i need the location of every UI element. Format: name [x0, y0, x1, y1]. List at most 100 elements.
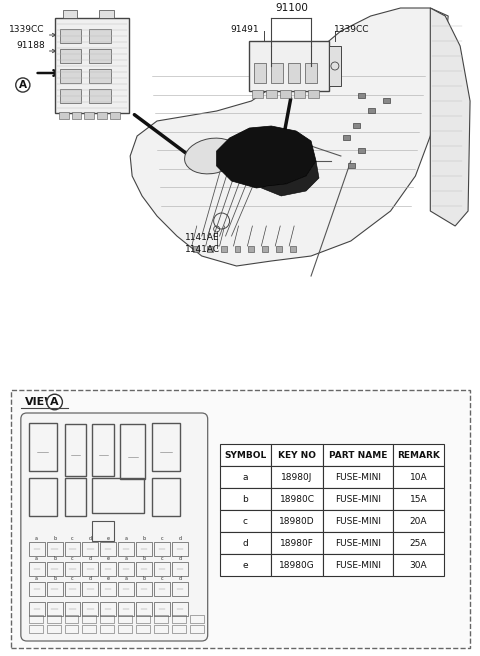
Text: e: e	[107, 537, 110, 541]
Bar	[393, 532, 444, 554]
Bar	[154, 602, 170, 616]
Bar	[47, 562, 62, 576]
Text: 18980J: 18980J	[281, 472, 313, 482]
Text: PART NAME: PART NAME	[329, 451, 387, 459]
FancyBboxPatch shape	[21, 413, 208, 641]
Text: a: a	[125, 556, 128, 562]
Text: a: a	[35, 556, 38, 562]
Bar	[100, 582, 116, 596]
Bar	[89, 49, 111, 63]
Text: b: b	[143, 577, 145, 581]
Bar	[393, 510, 444, 532]
Bar	[110, 112, 120, 119]
Bar	[252, 90, 264, 98]
Polygon shape	[430, 8, 470, 226]
Text: 91188: 91188	[16, 41, 45, 49]
Bar	[190, 615, 204, 623]
Bar	[154, 615, 168, 623]
Bar	[83, 615, 96, 623]
Text: c: c	[243, 516, 248, 525]
Bar	[249, 246, 254, 252]
Text: d: d	[242, 539, 248, 548]
Bar	[100, 562, 116, 576]
Text: c: c	[71, 537, 74, 541]
Bar	[353, 123, 360, 128]
Bar	[220, 510, 271, 532]
Bar	[11, 390, 470, 648]
Bar	[266, 90, 277, 98]
Text: c: c	[161, 556, 163, 562]
Bar	[65, 582, 81, 596]
Bar	[154, 562, 170, 576]
Bar	[83, 582, 98, 596]
Text: 25A: 25A	[409, 539, 427, 548]
Bar	[323, 510, 393, 532]
Bar	[323, 554, 393, 576]
Text: d: d	[89, 556, 92, 562]
Bar	[29, 478, 57, 516]
Bar	[221, 246, 227, 252]
Bar	[220, 488, 271, 510]
Bar	[348, 163, 355, 168]
Bar	[220, 466, 271, 488]
Bar	[92, 478, 144, 513]
Bar	[271, 63, 283, 83]
Text: SYMBOL: SYMBOL	[224, 451, 266, 459]
Text: b: b	[242, 495, 248, 504]
Bar	[154, 542, 170, 556]
Text: b: b	[53, 556, 56, 562]
Text: 18980C: 18980C	[280, 495, 314, 504]
Bar	[220, 532, 271, 554]
Bar	[100, 625, 114, 633]
Bar	[136, 625, 150, 633]
Bar	[368, 108, 375, 113]
Text: a: a	[35, 577, 38, 581]
Bar	[263, 246, 268, 252]
Text: 1339CC: 1339CC	[9, 24, 45, 33]
Text: 91100: 91100	[276, 3, 309, 13]
Bar	[136, 582, 152, 596]
Text: e: e	[242, 560, 248, 569]
Text: 1141AE: 1141AE	[185, 234, 219, 243]
Bar	[29, 625, 43, 633]
Bar	[280, 90, 291, 98]
Bar	[83, 542, 98, 556]
Bar	[118, 625, 132, 633]
Text: b: b	[53, 537, 56, 541]
Bar	[154, 582, 170, 596]
Text: d: d	[178, 537, 181, 541]
Bar	[65, 625, 79, 633]
Bar	[65, 424, 86, 476]
Bar	[118, 615, 132, 623]
Bar	[65, 478, 86, 516]
Text: 30A: 30A	[409, 560, 427, 569]
Bar	[383, 98, 390, 103]
Bar	[92, 424, 114, 476]
Bar	[3, 0, 480, 386]
Text: 18980F: 18980F	[280, 539, 314, 548]
Bar	[136, 615, 150, 623]
Text: d: d	[89, 537, 92, 541]
Bar	[84, 112, 95, 119]
Bar	[271, 466, 323, 488]
Bar	[393, 466, 444, 488]
Text: a: a	[125, 577, 128, 581]
Bar	[62, 10, 77, 18]
Text: e: e	[107, 556, 110, 562]
Bar	[290, 246, 296, 252]
Bar	[118, 542, 134, 556]
Bar	[393, 554, 444, 576]
Text: FUSE-MINI: FUSE-MINI	[335, 472, 381, 482]
Bar	[55, 18, 129, 113]
Bar	[60, 89, 82, 103]
Bar	[65, 542, 81, 556]
Text: FUSE-MINI: FUSE-MINI	[335, 516, 381, 525]
Bar	[100, 615, 114, 623]
Bar	[65, 562, 81, 576]
Bar	[323, 466, 393, 488]
Bar	[271, 532, 323, 554]
Text: REMARK: REMARK	[397, 451, 440, 459]
Text: d: d	[178, 577, 181, 581]
Bar	[65, 615, 79, 623]
Bar	[89, 29, 111, 43]
